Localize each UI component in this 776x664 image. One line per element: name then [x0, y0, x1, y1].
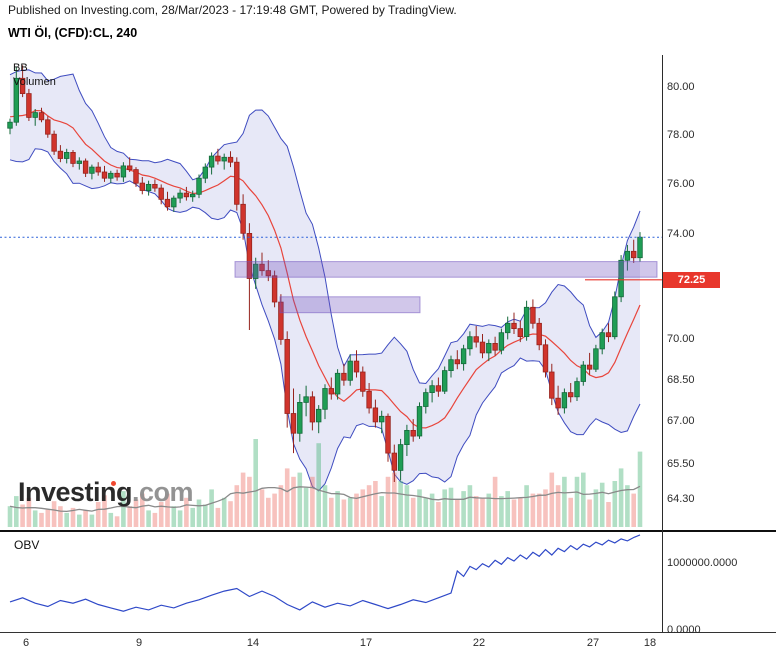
obv-indicator-label: OBV: [14, 538, 40, 552]
pane-separator: [0, 530, 776, 532]
price-axis-label: 65.50: [667, 458, 695, 471]
main-chart-pane[interactable]: [0, 55, 662, 532]
investing-watermark: Investing.com: [18, 477, 194, 508]
obv-pane[interactable]: [0, 532, 662, 632]
price-axis-label: 76.00: [667, 177, 695, 190]
price-axis-label: 74.00: [667, 228, 695, 241]
published-line: Published on Investing.com, 28/Mar/2023 …: [8, 3, 457, 17]
price-axis-label: 78.00: [667, 128, 695, 141]
price-axis-label: 67.00: [667, 415, 695, 428]
time-axis-label: 18: [643, 637, 657, 649]
obv-axis-label: 1000000.0000: [667, 556, 738, 569]
bb-indicator-label: BB: [13, 62, 28, 74]
instrument-title: WTI Öl, (CFD):CL, 240: [8, 26, 138, 40]
time-axis-label: 27: [586, 637, 600, 649]
watermark-suffix: .com: [132, 477, 194, 507]
time-axis-label: 17: [359, 637, 373, 649]
obv-axis: 1000000.0000 0.0000: [663, 532, 776, 636]
time-axis[interactable]: 6 9 14 17 22 27 18: [0, 636, 662, 654]
time-axis-label: 14: [246, 637, 260, 649]
price-axis-label: 68.50: [667, 373, 695, 386]
axis-vertical-line: [662, 55, 663, 632]
watermark-logo-dot: [111, 481, 116, 486]
time-axis-label: 6: [22, 637, 30, 649]
time-axis-label: 9: [135, 637, 143, 649]
bottom-axis-line: [0, 632, 776, 633]
price-axis-label: 70.00: [667, 332, 695, 345]
price-axis-label: 80.00: [667, 81, 695, 94]
price-axis-label: 64.30: [667, 493, 695, 505]
price-axis[interactable]: 80.00 78.00 76.00 74.00 70.00 68.50 67.00 65.50…: [663, 55, 776, 532]
obv-axis-label: 0.0000: [667, 623, 701, 636]
volume-indicator-label: Volumen: [13, 76, 56, 88]
last-price-badge: 72.25: [663, 271, 720, 288]
time-axis-label: 22: [472, 637, 486, 649]
